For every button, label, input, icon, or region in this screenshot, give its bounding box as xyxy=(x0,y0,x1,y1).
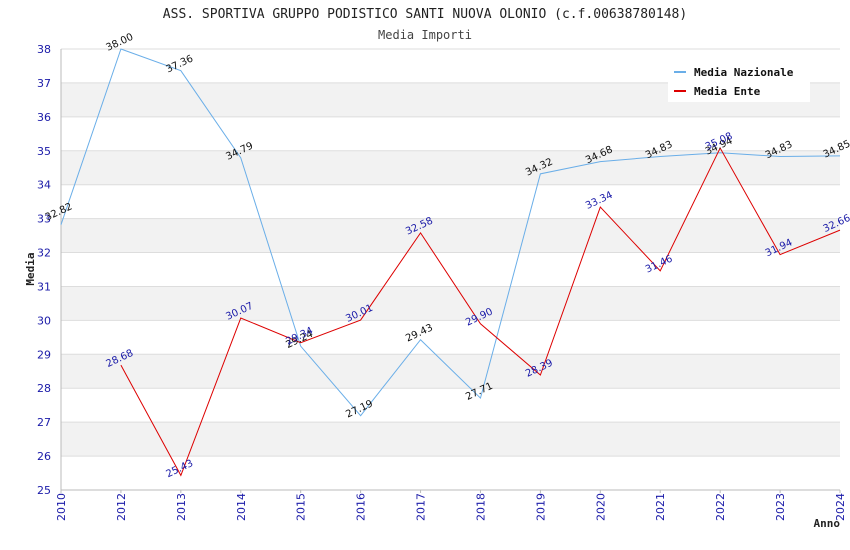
y-tick-label: 30 xyxy=(37,314,51,327)
y-tick-label: 37 xyxy=(37,77,51,90)
chart-subtitle: Media Importi xyxy=(378,28,472,42)
x-tick-label: 2012 xyxy=(115,493,128,521)
grid-band xyxy=(61,218,840,253)
grid-band xyxy=(61,286,840,321)
x-tick-label: 2022 xyxy=(714,493,727,521)
legend: Media Nazionale Media Ente xyxy=(668,60,810,102)
x-tick-label: 2015 xyxy=(295,493,308,521)
y-tick-label: 27 xyxy=(37,416,51,429)
data-label: 37.36 xyxy=(164,53,195,75)
x-tick-label: 2014 xyxy=(235,493,248,521)
y-tick-label: 28 xyxy=(37,382,51,395)
x-tick-label: 2023 xyxy=(774,493,787,521)
legend-box xyxy=(668,60,810,102)
y-tick-label: 36 xyxy=(37,111,51,124)
data-label: 38.00 xyxy=(105,32,136,54)
y-tick-label: 38 xyxy=(37,43,51,56)
y-tick-label: 35 xyxy=(37,145,51,158)
x-tick-label: 2019 xyxy=(534,493,547,521)
grid-bands xyxy=(61,48,840,491)
y-tick-label: 29 xyxy=(37,348,51,361)
x-tick-label: 2020 xyxy=(594,493,607,521)
data-label: 31.46 xyxy=(644,254,675,276)
chart-title: ASS. SPORTIVA GRUPPO PODISTICO SANTI NUO… xyxy=(163,7,687,22)
x-tick-label: 2021 xyxy=(654,493,667,521)
data-label: 25.43 xyxy=(164,458,195,480)
x-tick-label: 2013 xyxy=(175,493,188,521)
grid-band xyxy=(61,150,840,185)
grid-band xyxy=(61,422,840,457)
y-tick-label: 33 xyxy=(37,213,51,226)
y-axis-label: Media xyxy=(24,252,37,285)
series-line-1 xyxy=(60,48,841,417)
grid-band xyxy=(61,354,840,389)
x-tick-label: 2017 xyxy=(415,493,428,521)
x-tick-labels: 2010 2012 2013 2014 2015 2016 2017 2018 2019 2020… xyxy=(55,490,847,521)
x-tick-label: 2010 xyxy=(55,493,68,521)
data-label: 33.34 xyxy=(584,190,615,212)
y-tick-label: 31 xyxy=(37,280,51,293)
y-tick-label: 25 xyxy=(37,484,51,497)
legend-entry: Media Nazionale xyxy=(694,66,794,79)
y-tick-label: 32 xyxy=(37,247,51,260)
x-axis-label: Anno xyxy=(814,517,841,530)
x-tick-label: 2024 xyxy=(834,493,847,521)
series-lines xyxy=(60,48,841,477)
series-line-2 xyxy=(120,146,841,477)
axes xyxy=(60,49,840,491)
y-tick-label: 26 xyxy=(37,450,51,463)
x-tick-label: 2016 xyxy=(355,493,368,521)
x-tick-label: 2018 xyxy=(474,493,487,521)
legend-entry: Media Ente xyxy=(694,85,761,98)
y-tick-label: 34 xyxy=(37,179,51,192)
y-tick-labels: 25 26 27 28 29 30 31 32 33 34 35 36 37 38 xyxy=(37,43,51,497)
